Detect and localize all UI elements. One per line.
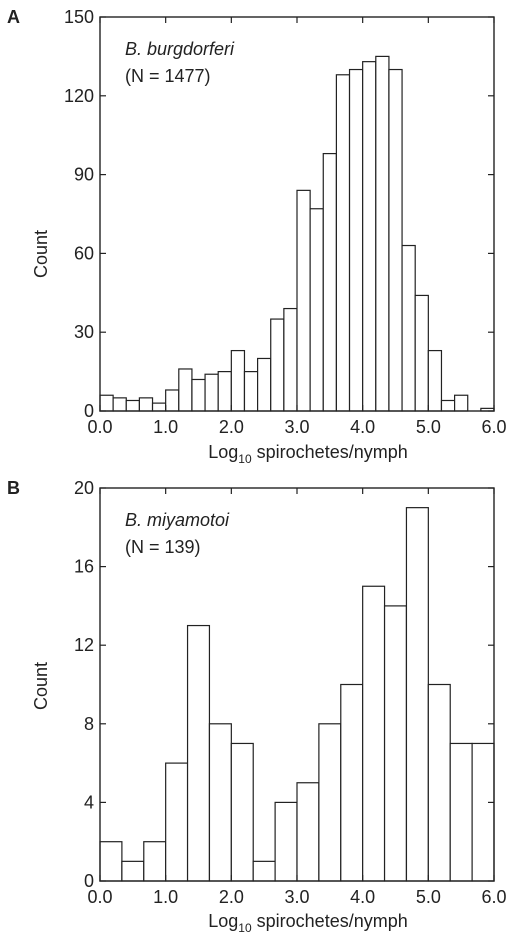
panel-a-x-tick-label: 0.0 xyxy=(87,417,112,437)
panel-a-bar xyxy=(191,378,206,412)
panel-a-x-tick-label: 4.0 xyxy=(350,417,375,437)
panel-a-x-axis-prefix: Log xyxy=(208,442,238,462)
panel-b-x-tick-label: 6.0 xyxy=(481,887,506,907)
panel-b-bar xyxy=(449,742,473,882)
panel-a-bar xyxy=(414,294,429,412)
panel-a-bar xyxy=(309,208,324,412)
panel-a-bar xyxy=(362,61,377,412)
panel-b-bar xyxy=(427,683,451,882)
panel-a-bar xyxy=(270,318,285,412)
panel-b-bar xyxy=(121,860,145,882)
panel-a-bar xyxy=(217,371,232,412)
panel-b-bar xyxy=(340,683,364,882)
panel-b-bar xyxy=(186,624,211,882)
panel-a-bar xyxy=(138,397,154,412)
panel-a-bar xyxy=(401,244,416,412)
panel-b-y-tick-label: 16 xyxy=(74,557,94,577)
panel-a-bar xyxy=(178,368,193,412)
panel-a-x-tick-label: 6.0 xyxy=(481,417,506,437)
panel-b-n-annotation: (N = 139) xyxy=(125,537,201,557)
panel-a-x-tick-label: 5.0 xyxy=(416,417,441,437)
panel-a-bar xyxy=(165,389,180,412)
panel-b-x-tick-label: 4.0 xyxy=(350,887,375,907)
panel-b-species-annotation: B. miyamotoi xyxy=(125,510,230,530)
panel-b-x-tick-label: 1.0 xyxy=(153,887,178,907)
panel-b-x-axis-prefix: Log xyxy=(208,911,238,931)
panel-b-bar xyxy=(143,841,167,882)
panel-a-bar xyxy=(375,55,390,412)
panel-a-letter: A xyxy=(7,7,20,27)
panel-b-y-tick-label: 4 xyxy=(84,792,94,812)
panel-b-x-tick-label: 5.0 xyxy=(416,887,441,907)
panel-b-bar xyxy=(471,742,495,882)
panel-a-bar xyxy=(112,397,127,412)
panel-a-y-tick-label: 150 xyxy=(64,7,94,27)
panel-b-y-tick-label: 20 xyxy=(74,478,94,498)
panel-a-y-tick-label: 60 xyxy=(74,243,94,263)
panel-a-bar xyxy=(348,68,364,412)
panel-a-bar xyxy=(322,152,337,412)
panel-a-bar xyxy=(230,349,246,412)
panel-a-y-tick-label: 0 xyxy=(84,401,94,421)
panel-a-y-tick-label: 90 xyxy=(74,165,94,185)
panel-b-bar xyxy=(405,507,429,882)
panel-b-x-axis-subscript: 10 xyxy=(238,921,252,935)
panel-a-bar xyxy=(296,189,311,412)
panel-a-bar xyxy=(257,357,272,412)
panel-a-bar xyxy=(335,74,351,412)
panel-a-y-tick-label: 30 xyxy=(74,322,94,342)
panel-a-bar xyxy=(151,402,167,412)
panel-b: B B. miyamotoi (N = 139) Count Log10 spi… xyxy=(7,478,507,935)
panel-a-bar xyxy=(427,349,443,412)
panel-b-x-tick-label: 3.0 xyxy=(284,887,309,907)
panel-b-x-tick-label: 2.0 xyxy=(219,887,244,907)
panel-a-y-axis-title: Count xyxy=(31,230,51,278)
panel-b-bar xyxy=(252,860,276,882)
panel-b-letter: B xyxy=(7,478,20,498)
panel-b-y-tick-label: 12 xyxy=(74,635,94,655)
panel-b-y-tick-label: 8 xyxy=(84,714,94,734)
panel-b-x-axis-suffix: spirochetes/nymph xyxy=(252,911,408,931)
panel-a-y-tick-label: 120 xyxy=(64,86,94,106)
panel-a-x-axis-title: Log10 spirochetes/nymph xyxy=(208,442,407,466)
panel-b-y-axis-title: Count xyxy=(31,662,51,710)
panel-b-bar xyxy=(296,782,320,882)
panel-b-bar xyxy=(165,762,189,882)
panel-a-x-axis-suffix: spirochetes/nymph xyxy=(252,442,408,462)
panel-b-bar xyxy=(99,841,123,882)
panel-b-bar xyxy=(318,723,342,882)
panel-b-x-axis-title: Log10 spirochetes/nymph xyxy=(208,911,407,935)
panel-a-bar xyxy=(283,307,298,412)
panel-a-x-axis-subscript: 10 xyxy=(238,452,252,466)
panel-a-x-tick-label: 1.0 xyxy=(153,417,178,437)
panel-a-bar xyxy=(440,399,456,412)
panel-a: A B. burgdorferi (N = 1477) Count Log10 … xyxy=(7,7,507,466)
panel-b-y-tick-label: 0 xyxy=(84,871,94,891)
panel-a-bar xyxy=(454,394,469,412)
panel-b-bar xyxy=(208,723,232,882)
panel-a-x-tick-label: 3.0 xyxy=(284,417,309,437)
panel-a-bar xyxy=(99,394,114,412)
panel-b-bar xyxy=(362,585,386,882)
panel-b-x-tick-label: 0.0 xyxy=(87,887,112,907)
panel-a-n-annotation: (N = 1477) xyxy=(125,66,211,86)
panel-a-bar xyxy=(243,371,259,412)
panel-a-x-tick-label: 2.0 xyxy=(219,417,244,437)
panel-a-bar xyxy=(204,373,219,412)
panel-b-bar xyxy=(274,801,298,882)
panel-a-bar xyxy=(388,68,403,412)
panel-a-species-annotation: B. burgdorferi xyxy=(125,39,235,59)
panel-a-bar xyxy=(125,399,141,412)
panel-b-bar xyxy=(230,742,254,882)
panel-b-bar xyxy=(383,605,408,882)
